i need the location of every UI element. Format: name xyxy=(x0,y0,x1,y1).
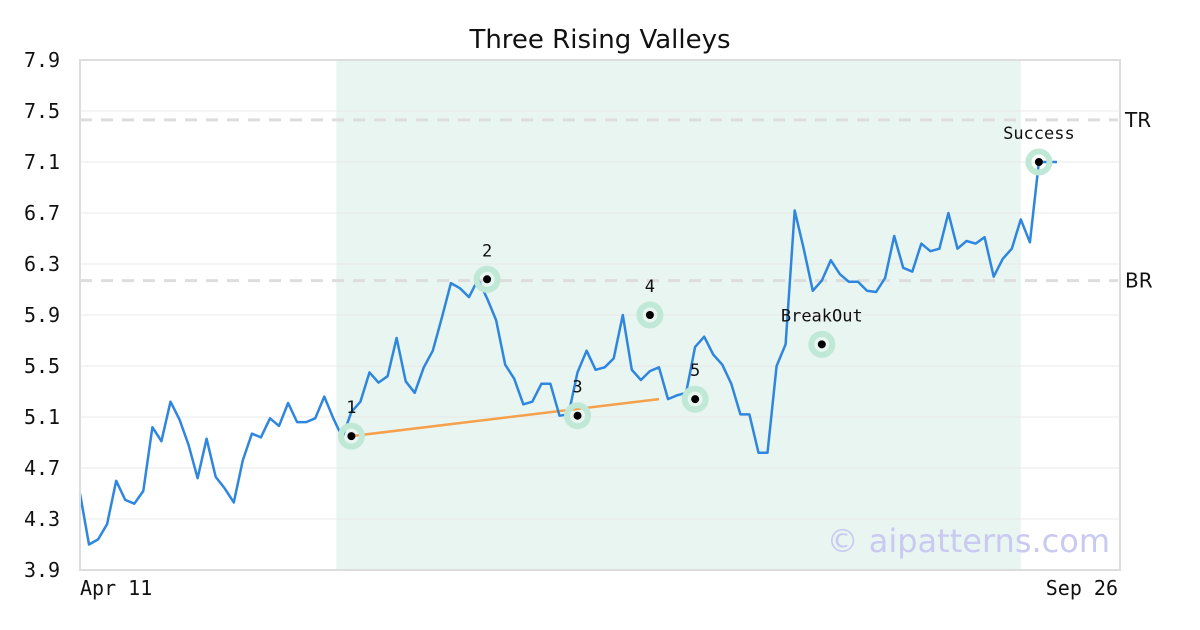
y-tick-label: 5.5 xyxy=(24,354,60,378)
marker-point xyxy=(483,275,492,284)
y-tick-label: 7.1 xyxy=(24,150,60,174)
marker-halo xyxy=(636,301,664,329)
level-label: BR xyxy=(1125,269,1153,293)
y-tick-label: 7.5 xyxy=(24,99,60,123)
marker-halo xyxy=(473,265,501,293)
annotation-label: 3 xyxy=(572,378,582,398)
level-label: TR xyxy=(1124,108,1151,132)
marker-point xyxy=(347,432,356,441)
marker-halo xyxy=(808,330,836,358)
marker-point xyxy=(573,411,582,420)
x-axis-ticks: Apr 11 Sep 26 xyxy=(80,576,1118,600)
annotation-label: 4 xyxy=(645,277,655,297)
annotation-label: BreakOut xyxy=(781,306,863,326)
x-tick-label: Apr 11 xyxy=(80,576,152,600)
trendline xyxy=(351,397,660,438)
marker-halo xyxy=(1025,148,1053,176)
watermark: © aipatterns.com xyxy=(827,522,1110,560)
y-axis-ticks: 3.9 4.3 4.7 5.1 5.5 5.9 6.3 6.7 7.1 7.5 7.9 xyxy=(24,48,60,582)
annotation-label: 5 xyxy=(690,361,700,381)
marker-halo xyxy=(681,385,709,413)
marker-halo xyxy=(564,402,592,430)
marker-point xyxy=(1034,158,1043,166)
level-lines: TR BR xyxy=(80,108,1153,293)
pattern-annotations: 1 2 3 4 5 BreakOut Success xyxy=(337,124,1075,450)
y-tick-label: 5.1 xyxy=(24,405,60,429)
marker-halo xyxy=(337,422,365,450)
marker-point xyxy=(645,311,654,319)
annotation-label: 1 xyxy=(346,398,356,418)
plot-frame xyxy=(79,59,1121,571)
valley-trendline xyxy=(351,397,660,438)
annotation-label: 2 xyxy=(482,241,492,261)
annotation-label: Success xyxy=(1003,124,1075,144)
y-tick-label: 5.9 xyxy=(24,303,60,327)
chart-title: Three Rising Valleys xyxy=(468,25,730,55)
y-tick-label: 6.7 xyxy=(24,201,60,225)
marker-point xyxy=(691,395,700,404)
y-tick-label: 6.3 xyxy=(24,252,60,276)
y-tick-label: 4.7 xyxy=(24,456,60,480)
y-tick-label: 7.9 xyxy=(24,48,60,72)
marker-point xyxy=(817,340,826,349)
y-tick-label: 4.3 xyxy=(24,507,60,531)
x-tick-label: Sep 26 xyxy=(1046,576,1118,600)
y-tick-label: 3.9 xyxy=(24,558,60,582)
